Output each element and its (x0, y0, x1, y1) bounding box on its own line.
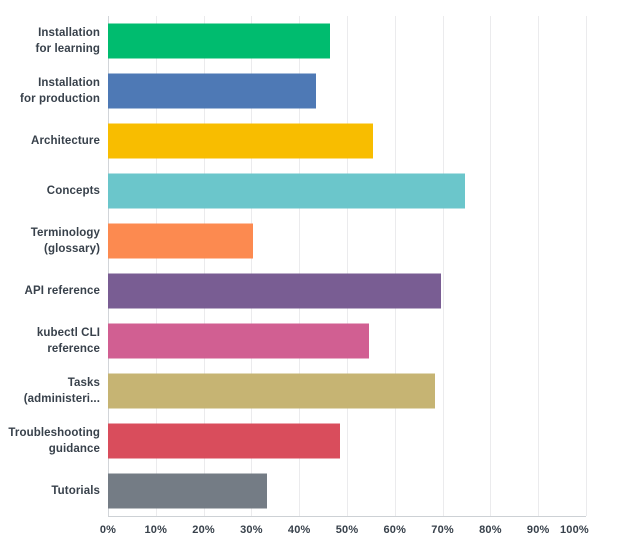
gridline (155, 16, 157, 516)
bar-row: Tutorials (0, 466, 586, 516)
gridline (251, 16, 253, 516)
x-tick-label: 0% (99, 524, 117, 536)
category-label-line: for learning (35, 43, 100, 55)
category-label: Terminology (glossary) (0, 225, 108, 257)
bar-track (108, 266, 586, 316)
bar-row: Terminology (glossary) (0, 216, 586, 266)
bar-track (108, 16, 586, 66)
category-label-line: Architecture (31, 135, 100, 147)
category-label-line: reference (47, 343, 100, 355)
category-label: API reference (0, 283, 108, 299)
category-label-line: Installation (38, 77, 100, 89)
bar (108, 73, 316, 109)
bar (108, 473, 267, 509)
category-label: Installation for production (0, 75, 108, 107)
category-label: Tasks (administeri... (0, 375, 108, 407)
bar-track (108, 116, 586, 166)
category-label: Installation for learning (0, 25, 108, 57)
bar-row: Installation for learning (0, 16, 586, 66)
category-label-line: Concepts (46, 185, 100, 197)
bar-row: API reference (0, 266, 586, 316)
category-label-line: Terminology (30, 227, 100, 239)
bar-track (108, 416, 586, 466)
plot-area (108, 16, 587, 517)
x-tick-label: 40% (287, 524, 311, 536)
gridline (347, 16, 348, 516)
gridline (394, 16, 396, 516)
gridline (538, 16, 540, 516)
x-tick-label: 60% (383, 524, 407, 536)
category-label-line: kubectl CLI (36, 327, 100, 339)
bar-track (108, 466, 586, 516)
x-tick-label: 20% (192, 524, 215, 536)
bar-track (108, 366, 586, 416)
bar-row: Concepts (0, 166, 586, 216)
bar-track (108, 216, 586, 266)
x-tick-label: 10% (144, 524, 168, 536)
category-label: Concepts (0, 183, 108, 199)
gridline (442, 16, 444, 516)
x-tick-label: 50% (335, 524, 359, 536)
category-label: Troubleshooting guidance (0, 425, 108, 457)
category-label-line: Tasks (67, 377, 100, 389)
bar (108, 323, 369, 359)
bar (108, 273, 442, 309)
x-tick-label: 70% (431, 524, 454, 536)
category-label: Tutorials (0, 483, 108, 499)
category-label-line: API reference (24, 285, 100, 297)
bar (108, 173, 466, 209)
gridline (203, 16, 205, 516)
bar (108, 373, 436, 409)
bar-track (108, 66, 586, 116)
bar-row: Installation for production (0, 66, 586, 116)
category-label-line: guidance (48, 443, 100, 455)
x-tick-label: 90% (526, 524, 550, 536)
bar (108, 23, 331, 59)
category-label-line: (glossary) (44, 243, 100, 255)
category-label-line: Troubleshooting (8, 427, 100, 439)
category-label-line: for production (20, 93, 100, 105)
category-label-line: Tutorials (51, 485, 100, 497)
bar-track (108, 166, 586, 216)
category-label-line: (administeri... (23, 393, 100, 405)
bar-rows: Installation for learning Installation for … (0, 16, 586, 516)
x-axis: 0% 10% 20% 30% 40% 50% 60% 70% 80% 90% 100% (100, 521, 589, 545)
x-tick-label: 80% (479, 524, 502, 536)
x-tick-label: 30% (240, 524, 263, 536)
bar-row: Architecture (0, 116, 586, 166)
category-label: Architecture (0, 133, 108, 149)
bar-track (108, 316, 586, 366)
gridline (490, 16, 492, 516)
bar (108, 123, 374, 159)
x-tick-label: 100% (559, 524, 589, 536)
bar (108, 423, 340, 459)
bar-row: Troubleshooting guidance (0, 416, 586, 466)
y-axis-line (108, 16, 109, 516)
category-label-line: Installation (38, 27, 100, 39)
bar (108, 223, 254, 259)
gridline (299, 16, 301, 516)
gridline (586, 16, 587, 516)
category-label: kubectl CLI reference (0, 325, 108, 357)
bar-row: Tasks (administeri... (0, 366, 586, 416)
bar-row: kubectl CLI reference (0, 316, 586, 366)
